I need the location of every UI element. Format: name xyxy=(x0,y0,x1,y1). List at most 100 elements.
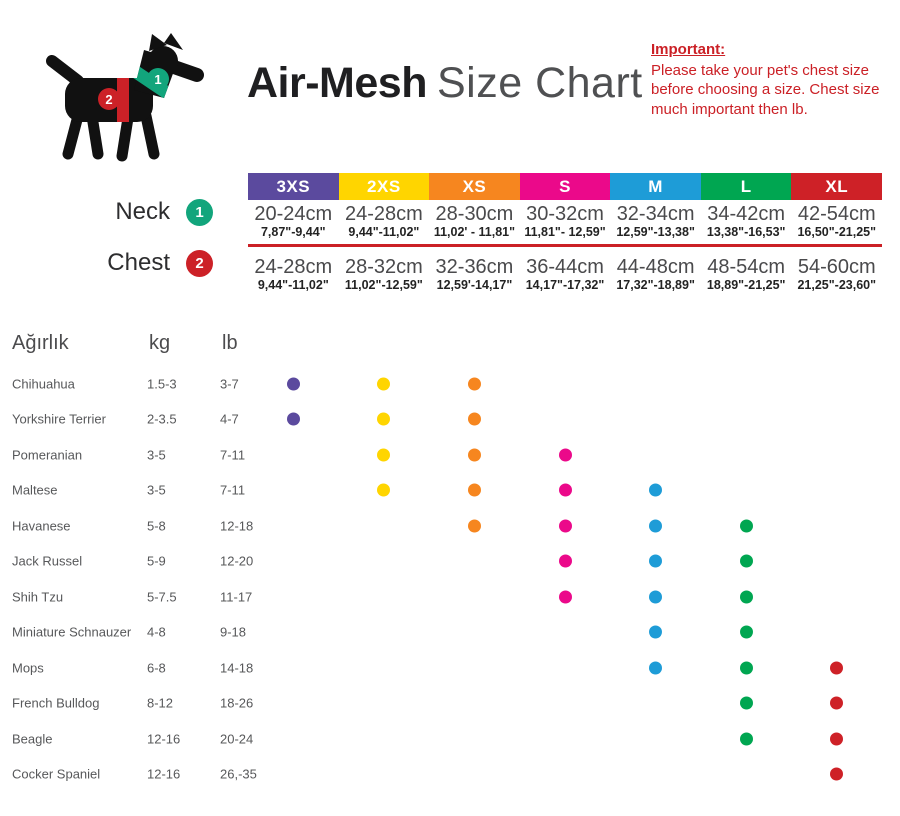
breed-row-beagle: Beagle 12-16 20-24 xyxy=(0,721,900,757)
dot-cell-xl xyxy=(791,402,882,438)
chest-cm-value: 32-36cm xyxy=(435,256,514,278)
dot-cell-2xs xyxy=(339,721,430,757)
size-fit-dot-l xyxy=(739,519,753,533)
size-fit-dots xyxy=(248,402,882,438)
breed-name: Mops xyxy=(12,660,44,676)
size-fit-dot-s xyxy=(558,519,572,533)
breed-row-jack-russel: Jack Russel 5-9 12-20 xyxy=(0,544,900,580)
dot-cell-m xyxy=(610,650,701,686)
chest-inch-value: 11,02"-12,59" xyxy=(344,278,423,292)
neck-cm-value: 28-30cm xyxy=(435,203,514,225)
neck-chest-divider xyxy=(248,244,882,247)
breed-lb-value: 7-11 xyxy=(220,447,246,463)
breed-lb-value: 26,-35 xyxy=(220,766,257,782)
breed-lb-value: 12-20 xyxy=(220,553,254,569)
size-fit-dots xyxy=(248,757,882,793)
chest-cm-value: 54-60cm xyxy=(797,256,876,278)
dot-cell-xs xyxy=(429,757,520,793)
neck-values-row: 20-24cm 7,87"-9,44" 24-28cm 9,44"-11,02" 28-… xyxy=(248,200,882,240)
breed-lb-value: 3-7 xyxy=(220,376,239,392)
chest-marker-number: 2 xyxy=(105,92,112,107)
dot-cell-xl xyxy=(791,366,882,402)
size-fit-dot-l xyxy=(739,625,753,639)
dot-cell-xs xyxy=(429,615,520,651)
size-header-row: 3XS 2XS XS S M L XL xyxy=(248,173,883,200)
dot-cell-3xs xyxy=(248,686,339,722)
size-header-xs: XS xyxy=(429,173,520,200)
size-fit-dot-s xyxy=(558,448,572,462)
chest-measure-2xs: 28-32cm 11,02"-12,59" xyxy=(339,247,430,293)
breed-row-mops: Mops 6-8 14-18 xyxy=(0,650,900,686)
breed-table-header: Ağırlık kg lb xyxy=(0,332,900,356)
neck-marker-badge xyxy=(147,68,169,90)
neck-inch-value: 12,59"-13,38" xyxy=(616,225,695,239)
chest-measure-xs: 32-36cm 12,59'-14,17" xyxy=(429,247,520,293)
breed-lb-value: 7-11 xyxy=(220,482,246,498)
dot-cell-s xyxy=(520,366,611,402)
chest-inch-value: 18,89"-21,25" xyxy=(706,278,786,292)
neck-cm-value: 30-32cm xyxy=(526,203,604,225)
size-header-m: M xyxy=(610,173,701,200)
size-header-xl: XL xyxy=(791,173,883,200)
dot-cell-s xyxy=(520,757,611,793)
chest-marker-badge xyxy=(98,88,120,110)
dot-cell-xl xyxy=(791,686,882,722)
neck-row-label: Neck 1 xyxy=(104,198,213,226)
title-suffix: Size Chart xyxy=(436,59,643,107)
size-fit-dot-xs xyxy=(467,519,481,533)
size-fit-dot-xs xyxy=(467,483,481,497)
dot-cell-xs xyxy=(429,686,520,722)
breed-lb-value: 12-18 xyxy=(220,518,254,534)
dot-cell-2xs xyxy=(339,473,430,509)
size-fit-dot-xl xyxy=(830,767,844,781)
dot-cell-xl xyxy=(791,508,882,544)
size-fit-dot-xl xyxy=(830,661,844,675)
neck-inch-value: 13,38"-16,53" xyxy=(706,225,786,239)
chest-strap-band xyxy=(117,78,129,122)
size-header-2xs: 2XS xyxy=(338,173,430,200)
dot-cell-m xyxy=(610,366,701,402)
size-fit-dots xyxy=(248,579,882,615)
size-fit-dot-3xs xyxy=(286,412,300,426)
dot-cell-2xs xyxy=(339,757,430,793)
size-fit-dot-xs xyxy=(467,377,481,391)
dot-cell-2xs xyxy=(339,615,430,651)
neck-measure-xs: 28-30cm 11,02' - 11,81" xyxy=(429,200,520,240)
dot-cell-xs xyxy=(429,402,520,438)
chest-label-text: Chest xyxy=(107,249,170,276)
dot-cell-l xyxy=(701,686,792,722)
dog-ear-icon xyxy=(164,33,183,50)
breed-name: Beagle xyxy=(12,731,53,747)
dot-cell-l xyxy=(701,615,792,651)
breed-name: Havanese xyxy=(12,518,71,534)
neck-measure-l: 34-42cm 13,38"-16,53" xyxy=(701,200,792,240)
size-header-l: L xyxy=(700,173,792,200)
dot-cell-m xyxy=(610,508,701,544)
breed-kg-value: 12-16 xyxy=(147,766,181,782)
chest-cm-value: 28-32cm xyxy=(344,256,423,278)
breed-table: Chihuahua 1.5-3 3-7 Yorkshire Terrier 2-3.5 4… xyxy=(0,366,900,792)
dot-cell-l xyxy=(701,366,792,402)
breed-row-shih-tzu: Shih Tzu 5-7.5 11-17 xyxy=(0,579,900,615)
dot-cell-2xs xyxy=(339,579,430,615)
dot-cell-xl xyxy=(791,615,882,651)
dot-cell-s xyxy=(520,615,611,651)
size-header-s: S xyxy=(519,173,611,200)
breed-name: Jack Russel xyxy=(12,553,83,569)
dot-cell-xs xyxy=(429,721,520,757)
size-fit-dot-m xyxy=(649,554,663,568)
important-body: Please take your pet's chest size before… xyxy=(651,62,880,118)
size-header-3xs: 3XS xyxy=(248,173,339,200)
breed-lb-value: 11-17 xyxy=(220,589,253,605)
important-note: Important: Please take your pet's chest … xyxy=(651,40,893,119)
dot-cell-m xyxy=(610,686,701,722)
size-fit-dot-xl xyxy=(830,696,844,710)
breed-row-french-bulldog: French Bulldog 8-12 18-26 xyxy=(0,686,900,722)
dot-cell-3xs xyxy=(248,615,339,651)
dot-cell-xs xyxy=(429,508,520,544)
chest-inch-value: 21,25"-23,60" xyxy=(797,278,877,292)
chest-inch-value: 12,59'-14,17" xyxy=(436,278,513,292)
chest-inch-value: 17,32"-18,89" xyxy=(616,278,695,292)
breed-kg-value: 2-3.5 xyxy=(147,411,177,427)
dot-cell-3xs xyxy=(248,402,339,438)
